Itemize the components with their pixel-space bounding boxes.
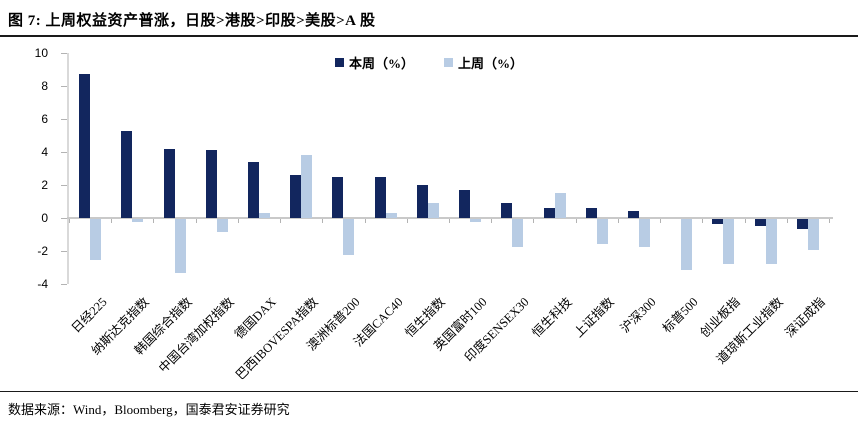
x-category-label: 沪深300 bbox=[617, 294, 659, 336]
bar-this-week bbox=[585, 208, 597, 218]
bar-this-week bbox=[79, 74, 91, 218]
legend-label: 上周（%） bbox=[458, 56, 524, 71]
y-tick bbox=[61, 284, 67, 285]
x-axis-labels: 日经225 纳斯达克指数 韩国综合指数 中国台湾加权指数 德国DAX 巴西IBOVESPA… bbox=[67, 292, 828, 390]
y-tick bbox=[61, 53, 67, 54]
footer-divider bbox=[0, 391, 858, 392]
x-tick bbox=[786, 219, 788, 223]
bar-last-week bbox=[596, 219, 608, 244]
legend-item-this-week: 本周（%） bbox=[334, 53, 414, 72]
x-tick bbox=[153, 219, 155, 223]
y-tick-label: 8 bbox=[41, 79, 48, 93]
chart-legend: 本周（%） 上周（%） bbox=[0, 53, 858, 72]
y-tick bbox=[61, 251, 67, 252]
x-category-label: 标普500 bbox=[660, 294, 701, 336]
y-tick bbox=[61, 218, 67, 219]
bar-last-week bbox=[723, 219, 735, 264]
y-tick-label: 0 bbox=[41, 211, 48, 225]
x-tick bbox=[364, 219, 366, 223]
y-tick-label: 2 bbox=[41, 178, 48, 192]
x-tick bbox=[575, 219, 577, 223]
bar-last-week bbox=[807, 219, 819, 251]
bar-last-week bbox=[554, 193, 566, 218]
bar-last-week bbox=[90, 219, 102, 261]
y-tick-label: -4 bbox=[37, 277, 48, 291]
x-tick bbox=[702, 219, 704, 223]
x-tick bbox=[491, 219, 493, 223]
y-tick-label: 10 bbox=[34, 46, 48, 60]
bar-this-week bbox=[248, 161, 259, 218]
bar-this-week bbox=[332, 176, 344, 218]
title-divider bbox=[0, 35, 858, 37]
figure-title: 图 7: 上周权益资产普涨，日股>港股>印股>美股>A 股 bbox=[8, 13, 376, 29]
y-tick bbox=[61, 185, 67, 186]
x-tick bbox=[111, 219, 113, 223]
bar-last-week bbox=[174, 219, 186, 274]
bar-last-week bbox=[385, 213, 397, 218]
bar-this-week bbox=[163, 148, 175, 218]
x-tick bbox=[449, 219, 450, 223]
x-tick bbox=[237, 219, 239, 223]
bar-last-week bbox=[259, 213, 270, 218]
y-tick-label: 4 bbox=[41, 145, 48, 159]
bar-this-week bbox=[416, 185, 428, 218]
x-axis-line bbox=[67, 217, 833, 219]
bar-last-week bbox=[681, 219, 693, 271]
bar-last-week bbox=[216, 219, 228, 233]
bar-this-week bbox=[501, 203, 513, 218]
bar-last-week bbox=[470, 219, 482, 223]
plot-area bbox=[67, 53, 833, 284]
x-category-label: 上证指数 bbox=[571, 294, 617, 341]
x-tick bbox=[406, 219, 408, 223]
y-tick-label: -2 bbox=[37, 244, 48, 258]
bar-last-week bbox=[512, 219, 524, 248]
x-tick bbox=[829, 219, 830, 223]
bar-this-week bbox=[374, 176, 386, 218]
bar-this-week bbox=[796, 219, 808, 229]
bar-this-week bbox=[754, 219, 766, 226]
y-tick bbox=[61, 119, 67, 120]
y-tick bbox=[61, 86, 67, 87]
bar-this-week bbox=[628, 211, 639, 218]
bar-last-week bbox=[343, 219, 355, 256]
legend-item-last-week: 上周（%） bbox=[444, 53, 523, 72]
bar-last-week bbox=[132, 219, 144, 223]
bar-last-week bbox=[427, 203, 439, 218]
x-category-label: 深证成指 bbox=[782, 294, 828, 341]
bar-this-week bbox=[205, 150, 217, 218]
x-category-label: 恒生科技 bbox=[529, 294, 575, 341]
bar-last-week bbox=[639, 219, 650, 248]
legend-label: 本周（%） bbox=[348, 56, 414, 71]
x-tick bbox=[533, 219, 535, 223]
bar-last-week bbox=[765, 219, 777, 264]
legend-swatch-icon bbox=[444, 58, 453, 67]
data-source: 数据来源：Wind，Bloomberg，国泰君安证券研究 bbox=[8, 402, 290, 417]
bar-this-week bbox=[712, 219, 724, 224]
y-tick bbox=[61, 152, 67, 153]
x-tick bbox=[744, 219, 746, 223]
bar-last-week bbox=[301, 155, 313, 218]
bar-this-week bbox=[459, 189, 471, 218]
x-tick bbox=[617, 219, 619, 223]
legend-swatch-icon bbox=[334, 58, 344, 67]
x-tick bbox=[660, 219, 662, 223]
x-tick bbox=[322, 219, 324, 223]
x-tick bbox=[280, 219, 282, 223]
x-tick bbox=[69, 219, 70, 223]
y-tick-label: 6 bbox=[41, 112, 48, 126]
bar-this-week bbox=[121, 130, 133, 218]
bar-this-week bbox=[290, 175, 302, 218]
bar-this-week bbox=[543, 208, 555, 218]
bar-chart: 本周（%） 上周（%） 日经225 纳斯达克指数 韩国综合指数 中国台湾加权指数 德国DA… bbox=[0, 45, 858, 390]
x-tick bbox=[195, 219, 197, 223]
